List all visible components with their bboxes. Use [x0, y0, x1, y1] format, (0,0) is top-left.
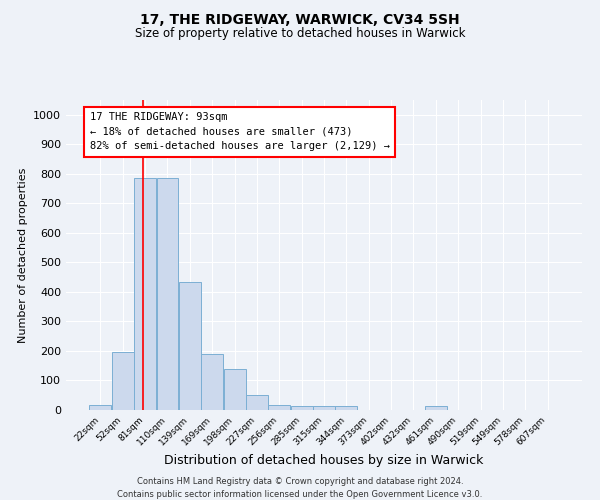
Bar: [201, 354, 223, 410]
Bar: [268, 404, 290, 410]
Bar: [425, 406, 447, 410]
Bar: [179, 282, 201, 410]
Bar: [290, 406, 313, 410]
Bar: [335, 406, 358, 410]
Bar: [112, 352, 134, 410]
Text: Size of property relative to detached houses in Warwick: Size of property relative to detached ho…: [135, 28, 465, 40]
Text: 17, THE RIDGEWAY, WARWICK, CV34 5SH: 17, THE RIDGEWAY, WARWICK, CV34 5SH: [140, 12, 460, 26]
Text: 17 THE RIDGEWAY: 93sqm
← 18% of detached houses are smaller (473)
82% of semi-de: 17 THE RIDGEWAY: 93sqm ← 18% of detached…: [89, 112, 389, 152]
X-axis label: Distribution of detached houses by size in Warwick: Distribution of detached houses by size …: [164, 454, 484, 467]
Bar: [89, 404, 112, 410]
Text: Contains public sector information licensed under the Open Government Licence v3: Contains public sector information licen…: [118, 490, 482, 499]
Bar: [224, 368, 245, 410]
Bar: [246, 395, 268, 410]
Y-axis label: Number of detached properties: Number of detached properties: [17, 168, 28, 342]
Bar: [134, 178, 156, 410]
Bar: [157, 178, 178, 410]
Text: Contains HM Land Registry data © Crown copyright and database right 2024.: Contains HM Land Registry data © Crown c…: [137, 478, 463, 486]
Bar: [313, 406, 335, 410]
